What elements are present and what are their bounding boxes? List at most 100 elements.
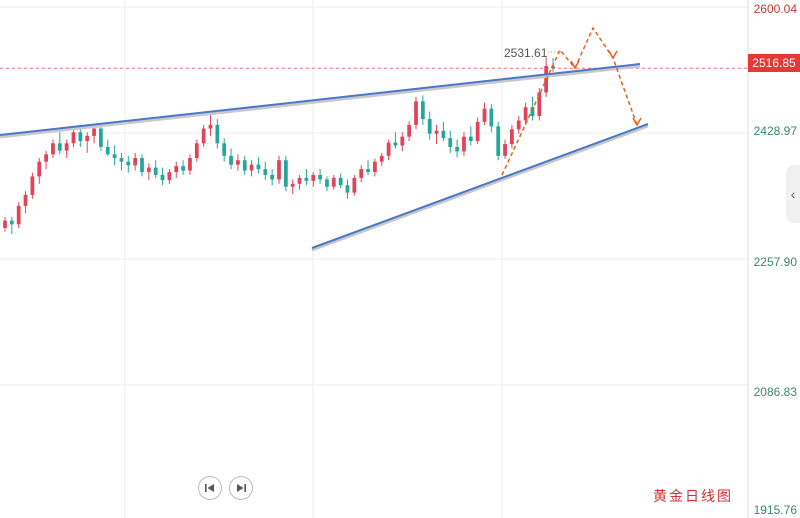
candle-body — [475, 121, 480, 142]
forecast-path — [501, 26, 638, 176]
candle-body — [414, 101, 418, 125]
candle-body — [468, 136, 473, 142]
candle-body — [201, 128, 206, 144]
candle-body — [373, 161, 377, 173]
candle-body — [119, 158, 124, 162]
current-price-badge: 2516.85 — [748, 54, 800, 72]
candle-body — [277, 160, 281, 180]
candle-body — [462, 136, 466, 152]
candle-body — [153, 167, 158, 175]
y-tick-label: 2086.83 — [753, 385, 797, 399]
candle-body — [215, 124, 220, 144]
candle-body — [270, 174, 275, 180]
y-tick-label: 2428.97 — [753, 124, 797, 138]
candle-body — [551, 65, 555, 69]
candle-body — [366, 169, 370, 173]
forecast-arrow-head — [608, 50, 618, 60]
candle-body — [208, 124, 213, 129]
candle-body — [23, 194, 28, 206]
candle-body — [304, 177, 309, 181]
candle-body — [325, 179, 329, 187]
candle-body — [510, 129, 514, 145]
candle-body — [16, 205, 21, 225]
candle-body — [338, 177, 343, 186]
candle-body — [345, 185, 350, 193]
candle-body — [188, 158, 192, 171]
candle-body — [434, 130, 439, 134]
candle-body — [400, 136, 405, 146]
candle-body — [386, 142, 391, 156]
panel-toggle-button[interactable]: ‹ — [786, 165, 800, 223]
candle-body — [283, 160, 288, 187]
upper-trend-line-shadow — [0, 64, 641, 139]
candle-body — [112, 154, 117, 159]
candle-body — [489, 108, 494, 127]
candle-body — [249, 164, 254, 171]
chart-title: 黄金日线图 — [653, 490, 733, 505]
chevron-left-icon: ‹ — [790, 186, 796, 202]
candle-body — [92, 128, 96, 136]
candle-body — [174, 166, 179, 173]
candle-body — [482, 108, 487, 122]
candle-body — [496, 126, 501, 156]
candle-body — [352, 177, 357, 193]
candle-body — [420, 101, 425, 119]
forecast-arrow-head — [632, 117, 642, 127]
candle-body — [57, 143, 62, 151]
candle-body — [407, 124, 412, 137]
candle-body — [44, 154, 48, 162]
candle-body — [379, 155, 384, 162]
candle-body — [140, 158, 144, 173]
candle-body — [181, 166, 185, 171]
lower-trend-line — [311, 123, 649, 249]
candle-body — [256, 164, 261, 170]
forecast-arrow-head — [570, 60, 580, 70]
candle-body — [9, 220, 14, 225]
candle-body — [263, 169, 268, 175]
candle-body — [503, 144, 507, 156]
candle-body — [441, 130, 446, 139]
candle-body — [311, 174, 316, 181]
scroll-end-button[interactable] — [229, 476, 253, 500]
y-tick-label: 2600.04 — [753, 2, 797, 16]
candle-body — [146, 167, 151, 173]
candle-body — [160, 174, 165, 181]
candle-body — [126, 161, 131, 166]
candle-body — [297, 177, 302, 184]
candle-body — [194, 143, 199, 159]
upper-trend-line — [0, 63, 641, 136]
candle-body — [242, 160, 247, 171]
scroll-start-button[interactable] — [198, 476, 222, 500]
candle-body — [85, 135, 90, 142]
candle-body — [318, 174, 322, 180]
candle-body — [71, 132, 76, 144]
candle-body — [229, 155, 233, 165]
candle-body — [516, 120, 521, 130]
candle-body — [30, 176, 35, 195]
skip-back-icon — [205, 484, 214, 492]
candle-body — [359, 169, 364, 178]
candle-body — [222, 143, 227, 156]
candle-body — [455, 146, 459, 152]
skip-forward-icon — [237, 484, 246, 492]
candle-body — [3, 220, 7, 228]
candle-body — [393, 142, 398, 146]
candle-body — [78, 132, 83, 142]
candle-body — [523, 107, 528, 121]
candle-body — [236, 160, 240, 165]
candle-body — [37, 161, 42, 177]
candle-body — [331, 177, 336, 187]
candle-body — [290, 183, 295, 187]
lower-trend-line-shadow — [311, 124, 649, 252]
candle-body — [448, 138, 453, 147]
candle-body — [530, 107, 535, 117]
candle-body — [427, 118, 432, 134]
candle-body — [51, 143, 55, 155]
candle-body — [167, 172, 172, 181]
candle-body — [99, 128, 103, 147]
y-tick-label: 1915.76 — [753, 503, 797, 517]
y-tick-label: 2257.90 — [753, 255, 797, 269]
candle-body — [64, 143, 69, 151]
